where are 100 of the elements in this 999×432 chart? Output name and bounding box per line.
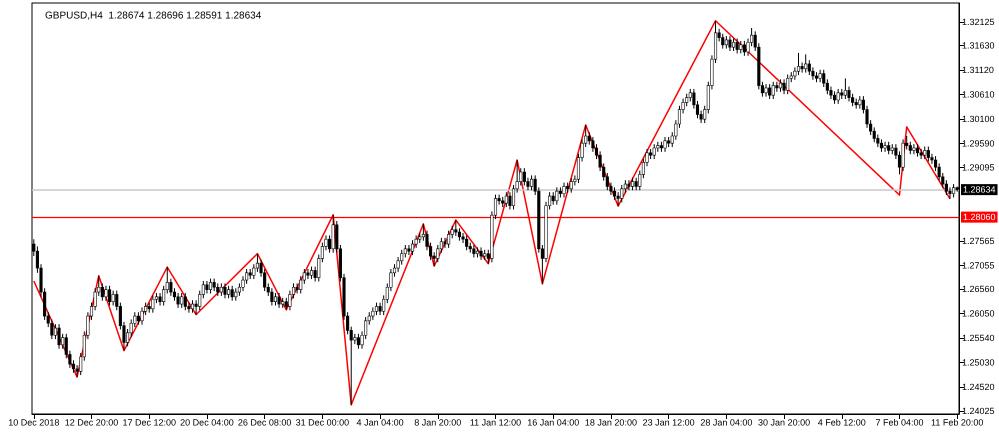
candlestick	[768, 84, 772, 100]
candlestick	[786, 74, 790, 95]
y-tick-label: 1.26050	[962, 308, 995, 319]
candlestick	[443, 237, 447, 248]
candlestick	[890, 144, 894, 155]
candlestick	[216, 282, 220, 296]
candlestick	[270, 288, 274, 306]
candlestick	[858, 96, 862, 110]
candlestick	[631, 177, 634, 191]
candlestick	[310, 266, 314, 280]
candlestick	[555, 186, 558, 206]
x-tick-label: 18 Jan 20:00	[584, 418, 637, 428]
candlestick	[220, 282, 223, 296]
candlestick	[407, 244, 410, 256]
candlestick	[688, 88, 692, 102]
y-tick-label: 1.24520	[962, 382, 995, 392]
y-tick-label: 1.30610	[962, 90, 995, 100]
candlestick	[371, 306, 374, 320]
candlestick	[504, 192, 508, 208]
candlestick	[923, 146, 926, 160]
candlestick	[356, 333, 360, 350]
candlestick	[778, 78, 782, 92]
candlestick	[274, 292, 278, 306]
x-tick-label: 8 Jan 20:00	[414, 418, 462, 428]
x-tick-label: 16 Jan 04:00	[527, 418, 580, 428]
y-tick-label: 1.25030	[962, 358, 995, 368]
candlestick	[840, 88, 844, 100]
candlestick	[205, 280, 208, 294]
y-tick-label: 1.32125	[962, 16, 995, 27]
candlestick	[880, 138, 884, 152]
candlestick	[562, 182, 566, 198]
candlestick	[775, 81, 778, 92]
x-tick-label: 11 Jan 12:00	[470, 418, 522, 428]
candlestick	[739, 40, 742, 54]
candlestick	[876, 134, 880, 148]
x-tick-label: 30 Jan 20:00	[758, 418, 810, 428]
candlestick	[804, 54, 808, 74]
candlestick	[248, 268, 252, 280]
candlestick	[104, 285, 108, 302]
candlestick	[796, 52, 800, 76]
x-tick-label: 12 Dec 20:00	[64, 418, 118, 428]
x-tick-label: 10 Dec 2018	[8, 418, 60, 428]
candlestick	[558, 186, 562, 198]
candlestick	[627, 180, 631, 191]
candlestick	[306, 268, 310, 280]
candlestick	[447, 230, 450, 248]
candlestick	[663, 136, 667, 152]
candlestick	[920, 148, 923, 160]
y-tick-label: 1.31630	[962, 40, 995, 51]
candlestick	[836, 88, 840, 104]
candlestick	[50, 318, 54, 340]
x-tick-label: 28 Jan 04:00	[700, 418, 752, 428]
x-tick-label: 4 Feb 12:00	[818, 418, 866, 428]
candlestick	[887, 141, 890, 155]
candlestick	[732, 38, 736, 52]
candlestick	[566, 182, 570, 194]
x-tick-label: 20 Dec 04:00	[180, 418, 234, 428]
candlestick	[234, 288, 238, 302]
y-tick-label: 1.29095	[962, 162, 995, 172]
candlestick	[800, 62, 804, 74]
candlestick	[378, 302, 382, 316]
candlestick	[667, 136, 670, 148]
x-tick-label: 23 Jan 12:00	[642, 418, 695, 428]
candlestick	[223, 282, 227, 299]
candlestick	[281, 297, 284, 308]
candlestick	[180, 292, 184, 308]
candlestick	[108, 285, 112, 306]
y-tick-label: 1.31120	[962, 65, 994, 76]
candlestick	[480, 246, 483, 260]
candlestick	[212, 278, 216, 292]
candlestick	[278, 292, 281, 308]
candlestick	[190, 300, 194, 314]
candlestick	[832, 90, 836, 104]
candlestick	[410, 240, 414, 256]
ref-line-label: 1.28060	[963, 212, 996, 222]
candlestick	[476, 246, 480, 258]
candlestick	[140, 306, 144, 326]
candlestick	[660, 141, 663, 152]
candlestick	[552, 192, 555, 206]
candlestick	[284, 297, 288, 310]
candlestick	[844, 78, 847, 100]
candlestick	[454, 220, 458, 236]
candlestick	[508, 192, 512, 210]
candlestick	[296, 282, 299, 294]
x-tick-label: 17 Dec 12:00	[122, 418, 176, 428]
candlestick	[151, 294, 154, 314]
x-tick-label: 7 Feb 04:00	[875, 418, 924, 428]
y-tick-label: 1.24025	[962, 406, 995, 416]
y-tick-label: 1.27055	[962, 260, 995, 270]
text: GBPUSD,H4 1.28674 1.28696 1.28591 1.28634	[45, 10, 262, 22]
ref-line-label: 1.28634	[963, 184, 996, 195]
candlestick	[501, 196, 504, 208]
candlestick	[721, 33, 724, 50]
candlestick	[764, 84, 768, 98]
candlestick	[472, 244, 476, 258]
candlestick	[230, 285, 234, 302]
candlestick	[530, 174, 534, 191]
candlestick	[570, 177, 573, 194]
candlestick	[57, 324, 61, 350]
candlestick	[162, 285, 166, 306]
